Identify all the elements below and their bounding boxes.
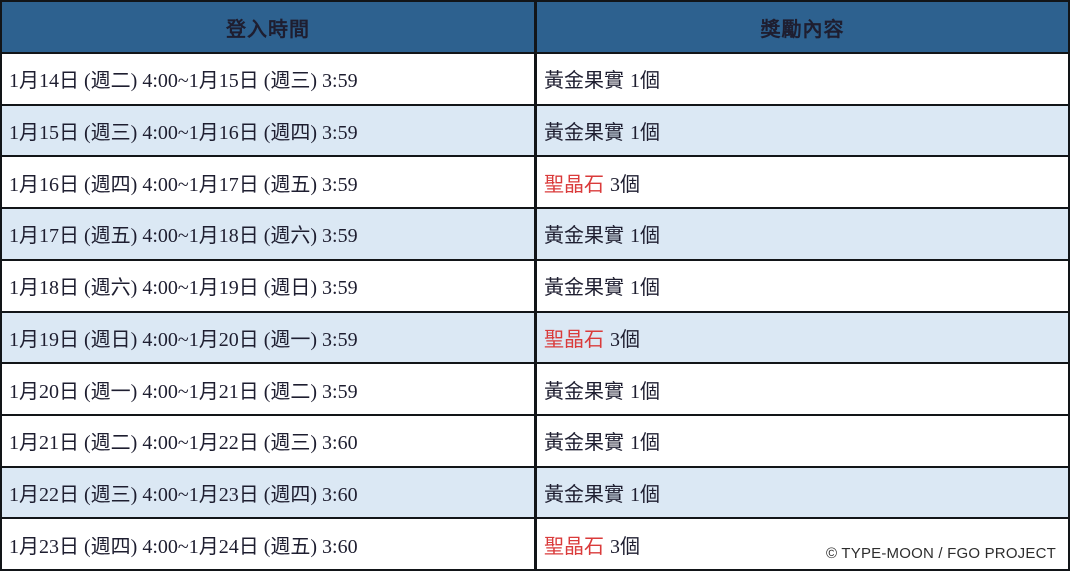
reward-quantity: 1個 [630,70,660,93]
table-row: 1月14日 (週二) 4:00~1月15日 (週三) 3:59 黃金果實 1個 [2,52,1068,104]
column-header-reward-content: 獎勵內容 [760,18,845,41]
reward-cell: 聖晶石 3個 [537,157,1068,207]
table-row: 1月22日 (週三) 4:00~1月23日 (週四) 3:60 黃金果實 1個 [2,465,1068,518]
table-row: 1月16日 (週四) 4:00~1月17日 (週五) 3:59 聖晶石 3個 [2,155,1068,208]
login-time-cell: 1月23日 (週四) 4:00~1月24日 (週五) 3:60 [2,519,537,570]
reward-name: 聖晶石 [544,173,604,196]
reward-name: 黃金果實 [544,277,624,300]
login-time-cell: 1月22日 (週三) 4:00~1月23日 (週四) 3:60 [2,467,537,518]
login-time-cell: 1月20日 (週一) 4:00~1月21日 (週二) 3:59 [2,364,537,414]
reward-name: 黃金果實 [544,225,624,248]
reward-name: 黃金果實 [544,432,624,455]
login-time-cell: 1月19日 (週日) 4:00~1月20日 (週一) 3:59 [2,312,537,363]
reward-quantity: 1個 [630,122,660,145]
reward-name: 黃金果實 [544,122,624,145]
login-time-cell: 1月21日 (週二) 4:00~1月22日 (週三) 3:60 [2,415,537,466]
table-row: 1月18日 (週六) 4:00~1月19日 (週日) 3:59 黃金果實 1個 [2,258,1068,311]
table-row: 1月21日 (週二) 4:00~1月22日 (週三) 3:60 黃金果實 1個 [2,413,1068,466]
table-header-row: 登入時間 獎勵內容 [2,2,1068,52]
reward-cell: 黃金果實 1個 [537,261,1068,311]
reward-cell: 黃金果實 1個 [537,54,1068,104]
column-header-login-time: 登入時間 [2,2,537,52]
reward-name: 聖晶石 [544,535,604,558]
reward-cell: 黃金果實 1個 [537,468,1068,518]
reward-quantity: 1個 [630,432,660,455]
reward-quantity: 1個 [630,380,660,403]
table-row: 1月19日 (週日) 4:00~1月20日 (週一) 3:59 聖晶石 3個 [2,310,1068,363]
table-row: 1月17日 (週五) 4:00~1月18日 (週六) 3:59 黃金果實 1個 [2,207,1068,259]
login-time-cell: 1月14日 (週二) 4:00~1月15日 (週三) 3:59 [2,54,537,104]
login-time-cell: 1月16日 (週四) 4:00~1月17日 (週五) 3:59 [2,157,537,208]
login-time-cell: 1月18日 (週六) 4:00~1月19日 (週日) 3:59 [2,260,537,311]
reward-quantity: 3個 [610,535,640,558]
reward-cell: 聖晶石 3個 [537,519,1068,569]
reward-cell: 黃金果實 1個 [537,416,1068,466]
table-row: 1月20日 (週一) 4:00~1月21日 (週二) 3:59 黃金果實 1個 [2,362,1068,414]
reward-name: 黃金果實 [544,483,624,506]
reward-cell: 黃金果實 1個 [537,364,1068,414]
reward-quantity: 1個 [630,277,660,300]
reward-cell: 黃金果實 1個 [537,106,1068,156]
login-time-cell: 1月15日 (週三) 4:00~1月16日 (週四) 3:59 [2,105,537,156]
reward-quantity: 1個 [630,225,660,248]
table-row: 1月23日 (週四) 4:00~1月24日 (週五) 3:60 聖晶石 3個 [2,517,1068,570]
reward-quantity: 3個 [610,173,640,196]
reward-quantity: 3個 [610,328,640,351]
table-row: 1月15日 (週三) 4:00~1月16日 (週四) 3:59 黃金果實 1個 [2,103,1068,156]
reward-cell: 黃金果實 1個 [537,209,1068,259]
reward-quantity: 1個 [630,483,660,506]
reward-name: 黃金果實 [544,380,624,403]
reward-name: 黃金果實 [544,70,624,93]
reward-name: 聖晶石 [544,328,604,351]
login-time-cell: 1月17日 (週五) 4:00~1月18日 (週六) 3:59 [2,209,537,259]
copyright-notice: © TYPE-MOON / FGO PROJECT [826,545,1056,562]
reward-cell: 聖晶石 3個 [537,313,1068,363]
